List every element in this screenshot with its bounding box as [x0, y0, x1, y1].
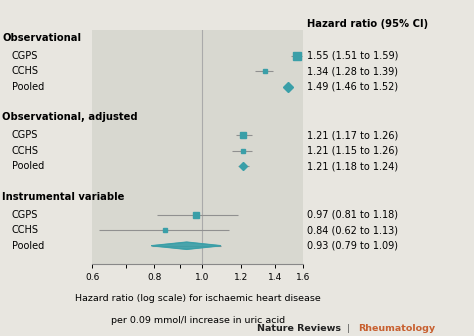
Text: Rheumatology: Rheumatology: [358, 324, 435, 333]
Text: 0.84 (0.62 to 1.13): 0.84 (0.62 to 1.13): [307, 225, 398, 235]
Text: 1.55 (1.51 to 1.59): 1.55 (1.51 to 1.59): [307, 51, 399, 60]
Text: 1.21 (1.17 to 1.26): 1.21 (1.17 to 1.26): [307, 130, 399, 140]
Text: CCHS: CCHS: [12, 66, 39, 76]
Text: Pooled: Pooled: [12, 82, 44, 92]
Text: 1.49 (1.46 to 1.52): 1.49 (1.46 to 1.52): [307, 82, 398, 92]
Text: 0.93 (0.79 to 1.09): 0.93 (0.79 to 1.09): [307, 241, 398, 251]
Text: Nature Reviews: Nature Reviews: [257, 324, 341, 333]
Text: CCHS: CCHS: [12, 225, 39, 235]
Text: CGPS: CGPS: [12, 51, 38, 60]
Text: 1.34 (1.28 to 1.39): 1.34 (1.28 to 1.39): [307, 66, 398, 76]
Text: Hazard ratio (log scale) for ischaemic heart disease: Hazard ratio (log scale) for ischaemic h…: [75, 294, 321, 303]
Text: 1.21 (1.18 to 1.24): 1.21 (1.18 to 1.24): [307, 161, 398, 171]
Text: Hazard ratio (95% CI): Hazard ratio (95% CI): [307, 18, 428, 29]
Text: CGPS: CGPS: [12, 130, 38, 140]
Text: |: |: [344, 324, 353, 333]
Text: CGPS: CGPS: [12, 210, 38, 220]
Text: Observational: Observational: [2, 33, 82, 43]
Text: Pooled: Pooled: [12, 241, 44, 251]
Text: Instrumental variable: Instrumental variable: [2, 192, 125, 202]
Text: Pooled: Pooled: [12, 161, 44, 171]
Text: Observational, adjusted: Observational, adjusted: [2, 112, 138, 122]
Text: CCHS: CCHS: [12, 146, 39, 156]
Polygon shape: [152, 242, 221, 249]
Text: 1.21 (1.15 to 1.26): 1.21 (1.15 to 1.26): [307, 146, 399, 156]
Text: 0.97 (0.81 to 1.18): 0.97 (0.81 to 1.18): [307, 210, 398, 220]
Text: per 0.09 mmol/l increase in uric acid: per 0.09 mmol/l increase in uric acid: [111, 316, 285, 325]
